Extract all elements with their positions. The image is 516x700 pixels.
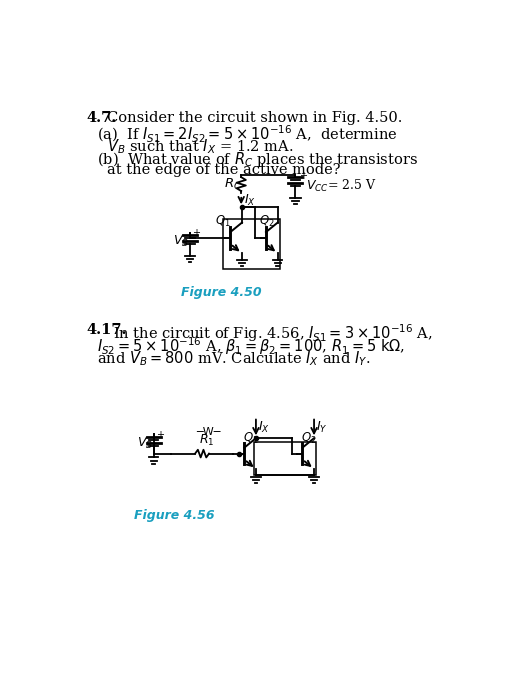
Text: +: +: [192, 228, 200, 239]
Text: $R_C$: $R_C$: [224, 176, 242, 192]
Text: $Q_1$: $Q_1$: [243, 430, 259, 446]
Text: (a)  If $I_{S1} = 2I_{S2} = 5 \times 10^{-16}$ A,  determine: (a) If $I_{S1} = 2I_{S2} = 5 \times 10^{…: [97, 124, 398, 145]
Text: Figure 4.56: Figure 4.56: [134, 509, 215, 522]
Text: $I_X$: $I_X$: [244, 193, 256, 208]
Text: and $V_B = 800$ mV. Calculate $I_X$ and $I_Y$.: and $V_B = 800$ mV. Calculate $I_X$ and …: [97, 349, 370, 368]
Text: +: +: [156, 430, 164, 440]
Text: $I_{S2} = 5 \times 10^{-16}$ A, $\beta_1 = \beta_2 = 100$, $R_1 = 5\ \mathrm{k\O: $I_{S2} = 5 \times 10^{-16}$ A, $\beta_1…: [97, 336, 405, 358]
Text: $V_B$ such that $I_X$ = 1.2 mA.: $V_B$ such that $I_X$ = 1.2 mA.: [107, 137, 294, 156]
Bar: [223, 218, 280, 269]
Text: Figure 4.50: Figure 4.50: [181, 286, 262, 299]
Text: In the circuit of Fig. 4.56, $I_{S1} = 3 \times 10^{-16}$ A,: In the circuit of Fig. 4.56, $I_{S1} = 3…: [114, 323, 433, 344]
Text: 4.17.: 4.17.: [86, 323, 127, 337]
Text: $V_B$: $V_B$: [137, 436, 153, 451]
Text: $I_X$: $I_X$: [258, 420, 270, 435]
Text: $Q_1$: $Q_1$: [215, 214, 231, 229]
Text: $Q_2$: $Q_2$: [301, 430, 316, 446]
Text: Consider the circuit shown in Fig. 4.50.: Consider the circuit shown in Fig. 4.50.: [107, 111, 402, 125]
Text: $R_1$: $R_1$: [199, 433, 214, 448]
Text: $V_{CC}$= 2.5 V: $V_{CC}$= 2.5 V: [307, 178, 377, 194]
Text: (b)  What value of $R_C$ places the transistors: (b) What value of $R_C$ places the trans…: [97, 150, 418, 169]
Text: at the edge of the active mode?: at the edge of the active mode?: [107, 163, 341, 177]
Text: $V_B$: $V_B$: [173, 234, 189, 249]
Text: $I_Y$: $I_Y$: [316, 420, 328, 435]
Text: ─W─: ─W─: [196, 427, 220, 437]
Text: 4.7.: 4.7.: [86, 111, 117, 125]
Text: $Q_2$: $Q_2$: [259, 214, 275, 229]
Text: +: +: [299, 171, 307, 181]
Bar: [254, 442, 316, 475]
